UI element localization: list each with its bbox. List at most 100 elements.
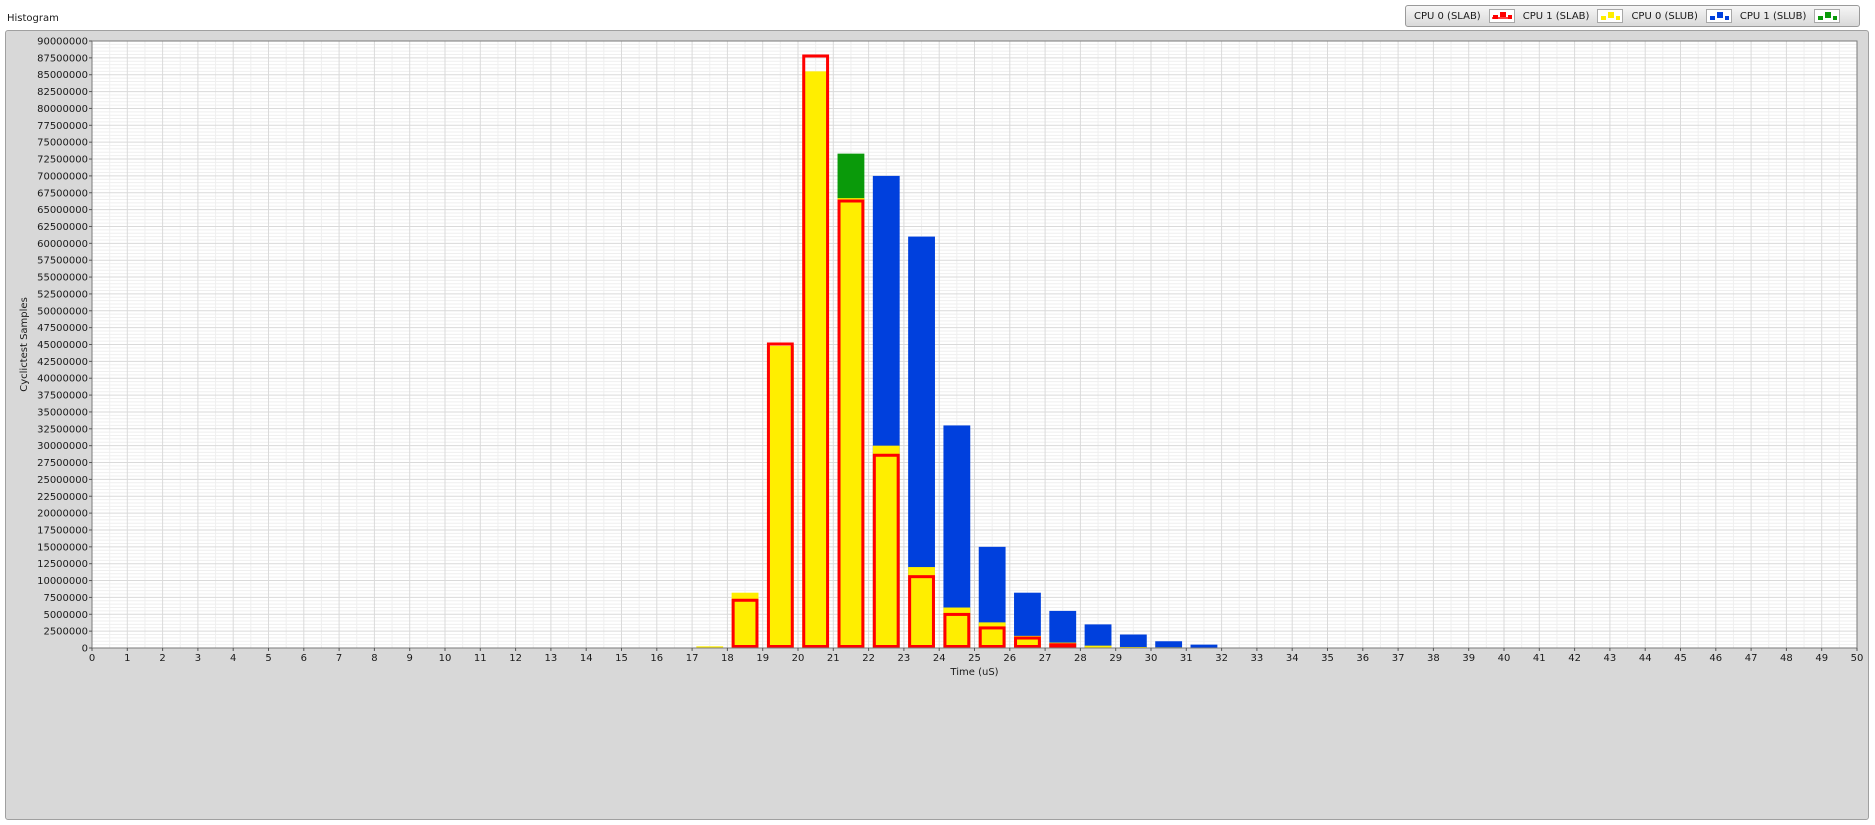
histogram-bar-outline[interactable]: [802, 54, 830, 648]
x-tick-label: 35: [1321, 653, 1334, 664]
x-tick-label: 45: [1674, 653, 1687, 664]
histogram-bar[interactable]: [872, 445, 900, 648]
x-tick-label: 25: [968, 653, 981, 664]
histogram-bar[interactable]: [1049, 610, 1077, 648]
x-tick-label: 15: [615, 653, 628, 664]
histogram-bar[interactable]: [837, 198, 865, 648]
x-tick-label: 20: [792, 653, 805, 664]
legend-label: CPU 0 (SLUB): [1631, 10, 1698, 22]
histogram-bar-outline[interactable]: [731, 598, 759, 649]
x-tick-label: 0: [89, 653, 95, 664]
y-tick-label: 55000000: [37, 273, 88, 284]
y-tick-label: 52500000: [37, 289, 88, 300]
histogram-bar[interactable]: [1190, 644, 1218, 648]
y-tick-label: 67500000: [37, 188, 88, 199]
x-tick-label: 5: [265, 653, 271, 664]
y-tick-label: 82500000: [37, 87, 88, 98]
histogram-bar[interactable]: [908, 567, 935, 648]
histogram-bar-outline[interactable]: [908, 575, 935, 648]
x-tick-label: 21: [827, 653, 840, 664]
x-tick-label: 41: [1533, 653, 1546, 664]
legend-swatch-icon: [1488, 9, 1515, 23]
y-tick-label: 22500000: [37, 492, 88, 503]
y-tick-label: 17500000: [37, 525, 88, 536]
x-tick-label: 33: [1251, 653, 1264, 664]
x-tick-label: 42: [1568, 653, 1581, 664]
legend-swatch-icon: [1597, 9, 1624, 23]
y-tick-label: 32500000: [37, 424, 88, 435]
y-tick-label: 0: [82, 644, 88, 655]
histogram-bar[interactable]: [978, 622, 1006, 648]
histogram-bar-outline[interactable]: [978, 626, 1006, 649]
histogram-bar-outline[interactable]: [837, 199, 865, 648]
x-tick-label: 36: [1356, 653, 1369, 664]
y-tick-label: 12500000: [37, 559, 88, 570]
legend-label: CPU 1 (SLAB): [1522, 10, 1590, 22]
y-tick-label: 42500000: [37, 357, 88, 368]
x-tick-label: 50: [1851, 653, 1864, 664]
histogram-bar-outline[interactable]: [1014, 636, 1041, 648]
x-tick-label: 43: [1604, 653, 1617, 664]
y-tick-label: 87500000: [37, 53, 88, 64]
y-axis-title: Cyclictest Samples: [19, 297, 30, 392]
x-tick-label: 2: [159, 653, 165, 664]
x-tick-label: 27: [1039, 653, 1052, 664]
x-tick-label: 44: [1639, 653, 1652, 664]
histogram-chart[interactable]: 0250000050000007500000100000001250000015…: [6, 31, 1870, 821]
x-tick-label: 29: [1109, 653, 1122, 664]
y-tick-label: 65000000: [37, 205, 88, 216]
y-tick-label: 37500000: [37, 391, 88, 402]
plot-legend[interactable]: CPU 0 (SLAB) CPU 1 (SLAB) CPU 0 (SLUB) C…: [1405, 5, 1860, 27]
histogram-bar[interactable]: [1155, 641, 1183, 648]
histogram-bar[interactable]: [1119, 646, 1147, 648]
histogram-bar-outline[interactable]: [943, 612, 971, 649]
x-tick-label: 7: [336, 653, 342, 664]
y-tick-label: 85000000: [37, 70, 88, 81]
histogram-bar-outline[interactable]: [1049, 643, 1077, 648]
x-tick-label: 10: [439, 653, 452, 664]
y-tick-label: 57500000: [37, 256, 88, 267]
y-tick-label: 90000000: [37, 37, 88, 48]
histogram-bar[interactable]: [766, 345, 794, 648]
histogram-bar[interactable]: [802, 71, 830, 649]
y-tick-label: 40000000: [37, 374, 88, 385]
x-tick-label: 3: [195, 653, 201, 664]
y-tick-label: 35000000: [37, 407, 88, 418]
panel-title: Histogram: [7, 13, 59, 24]
x-tick-label: 9: [407, 653, 413, 664]
histogram-bar-outline[interactable]: [766, 342, 794, 648]
x-tick-label: 11: [474, 653, 487, 664]
histogram-bar[interactable]: [731, 592, 759, 648]
x-tick-label: 4: [230, 653, 236, 664]
y-tick-label: 72500000: [37, 155, 88, 166]
x-tick-label: 26: [1003, 653, 1016, 664]
x-tick-label: 40: [1498, 653, 1511, 664]
histogram-bar-outline[interactable]: [872, 453, 900, 649]
histogram-bar[interactable]: [1084, 624, 1112, 648]
y-tick-label: 25000000: [37, 475, 88, 486]
x-tick-label: 22: [862, 653, 875, 664]
legend-item-cpu0-slab[interactable]: CPU 0 (SLAB): [1406, 9, 1515, 23]
y-tick-label: 27500000: [37, 458, 88, 469]
legend-label: CPU 1 (SLUB): [1739, 10, 1807, 22]
x-tick-label: 16: [650, 653, 663, 664]
histogram-bar[interactable]: [696, 646, 724, 648]
legend-item-cpu0-slub[interactable]: CPU 0 (SLUB): [1623, 9, 1732, 23]
legend-item-cpu1-slub[interactable]: CPU 1 (SLUB): [1732, 9, 1841, 23]
x-tick-label: 23: [898, 653, 911, 664]
y-tick-label: 75000000: [37, 138, 88, 149]
y-tick-label: 30000000: [37, 441, 88, 452]
y-tick-label: 7500000: [43, 593, 88, 604]
legend-label: CPU 0 (SLAB): [1414, 10, 1481, 22]
x-tick-label: 30: [1145, 653, 1158, 664]
x-tick-label: 32: [1215, 653, 1228, 664]
legend-swatch-icon: [1814, 9, 1841, 23]
y-tick-label: 5000000: [43, 610, 88, 621]
histogram-bar[interactable]: [1119, 634, 1147, 648]
y-tick-label: 62500000: [37, 222, 88, 233]
y-tick-label: 80000000: [37, 104, 88, 115]
legend-item-cpu1-slab[interactable]: CPU 1 (SLAB): [1515, 9, 1624, 23]
x-tick-label: 49: [1815, 653, 1828, 664]
histogram-bar[interactable]: [1084, 645, 1112, 648]
x-tick-label: 17: [686, 653, 699, 664]
